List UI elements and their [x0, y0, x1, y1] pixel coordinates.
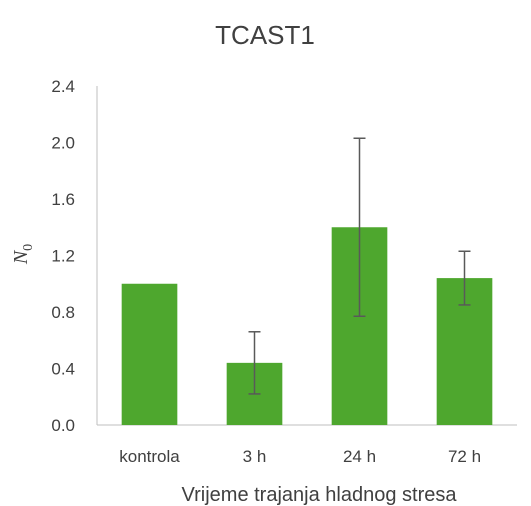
- y-tick-labels: 0.0 0.4 0.8 1.2 1.6 2.0 2.4: [51, 77, 75, 435]
- x-tick-label: 24 h: [343, 447, 376, 466]
- x-tick-label: 3 h: [243, 447, 267, 466]
- x-tick-label: 72 h: [448, 447, 481, 466]
- y-axis-label-subscript: 0: [21, 244, 36, 251]
- error-bar: [248, 331, 261, 395]
- error-bar: [353, 137, 366, 317]
- bar: [121, 283, 178, 425]
- y-tick-label: 0.4: [51, 360, 75, 379]
- x-tick-label: kontrola: [119, 447, 180, 466]
- y-axis-label-main: N: [10, 249, 32, 265]
- y-tick-label: 2.0: [51, 134, 75, 153]
- y-tick-label: 1.2: [51, 247, 75, 266]
- x-axis-label: Vrijeme trajanja hladnog stresa: [182, 484, 458, 506]
- y-axis-label: N0: [10, 244, 36, 265]
- x-tick-labels: kontrola 3 h 24 h 72 h: [119, 447, 481, 466]
- y-tick-label: 0.0: [51, 416, 75, 435]
- chart-title: TCAST1: [215, 20, 315, 50]
- error-bar: [458, 250, 471, 306]
- y-tick-label: 1.6: [51, 190, 75, 209]
- error-bars: [248, 137, 471, 395]
- svg-text:N0: N0: [10, 244, 36, 265]
- bars: [121, 227, 493, 425]
- y-tick-label: 0.8: [51, 303, 75, 322]
- y-tick-label: 2.4: [51, 77, 75, 96]
